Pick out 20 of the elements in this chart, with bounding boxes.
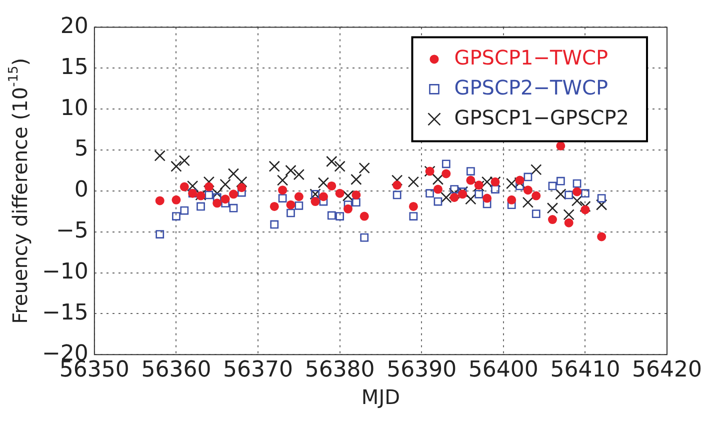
- y-tick-label: 0: [74, 178, 88, 203]
- y-tick-label: 15: [60, 54, 88, 80]
- x-tick-label: 56410: [550, 358, 620, 383]
- x-tick-label: 56380: [304, 358, 375, 383]
- x-axis-title: MJD: [361, 385, 400, 410]
- x-tick-label: 56420: [632, 358, 702, 383]
- legend-label: GPSCP2−TWCP: [454, 75, 608, 100]
- x-tick-label: 56370: [223, 358, 294, 383]
- legend-label: GPSCP1−GPSCP2: [454, 105, 630, 130]
- y-tick-label: 5: [74, 136, 88, 162]
- y-tick-label: −10: [42, 259, 88, 284]
- x-tick-label: 56390: [386, 358, 457, 383]
- y-tick-label: −5: [56, 218, 88, 244]
- y-tick-label: −15: [42, 300, 88, 326]
- legend-label: GPSCP1−TWCP: [454, 45, 608, 70]
- y-tick-label: 20: [60, 14, 88, 39]
- y-axis-title: Freuency difference (10-15): [6, 58, 32, 324]
- y-tick-label: 10: [60, 96, 88, 121]
- x-tick-label: 56360: [141, 358, 212, 383]
- x-tick-label: 56400: [468, 358, 538, 383]
